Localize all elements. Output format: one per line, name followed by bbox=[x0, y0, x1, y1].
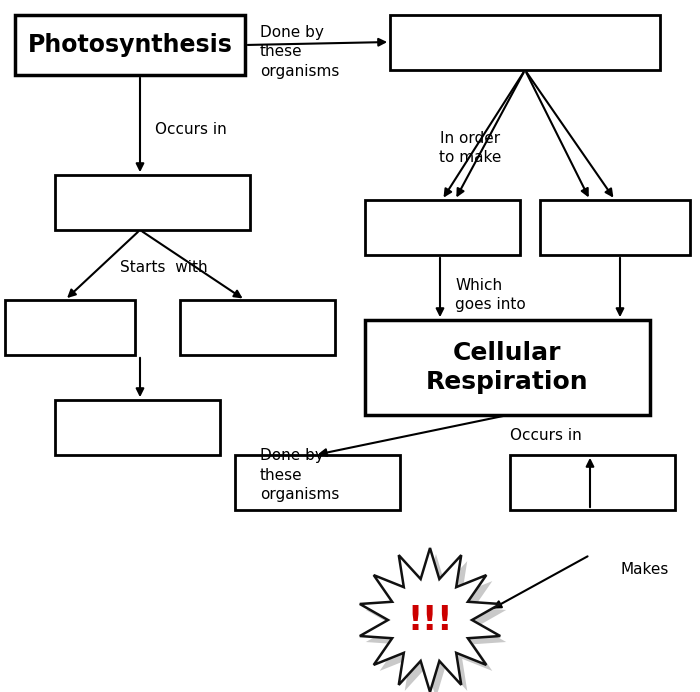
Text: Occurs in: Occurs in bbox=[510, 428, 582, 442]
Bar bbox=[540, 200, 690, 255]
Bar bbox=[5, 300, 135, 355]
Text: Which
goes into: Which goes into bbox=[455, 277, 526, 312]
Text: Makes: Makes bbox=[620, 563, 668, 578]
Bar bbox=[235, 455, 400, 510]
Text: Photosynthesis: Photosynthesis bbox=[27, 33, 232, 57]
Bar bbox=[365, 320, 650, 415]
Bar bbox=[55, 175, 250, 230]
Bar bbox=[510, 455, 675, 510]
Bar bbox=[55, 400, 220, 455]
Bar bbox=[390, 15, 660, 70]
Bar bbox=[365, 200, 520, 255]
Polygon shape bbox=[366, 554, 506, 692]
Text: Done by
these
organisms: Done by these organisms bbox=[260, 25, 340, 80]
Text: Done by
these
organisms: Done by these organisms bbox=[260, 448, 340, 502]
Text: !!!: !!! bbox=[407, 603, 453, 637]
Text: In order
to make: In order to make bbox=[439, 131, 501, 165]
Text: Occurs in: Occurs in bbox=[155, 122, 227, 138]
Text: Cellular
Respiration: Cellular Respiration bbox=[426, 340, 589, 394]
Text: Starts  with: Starts with bbox=[120, 260, 208, 275]
Polygon shape bbox=[360, 548, 500, 692]
Bar bbox=[180, 300, 335, 355]
Bar bbox=[15, 15, 245, 75]
